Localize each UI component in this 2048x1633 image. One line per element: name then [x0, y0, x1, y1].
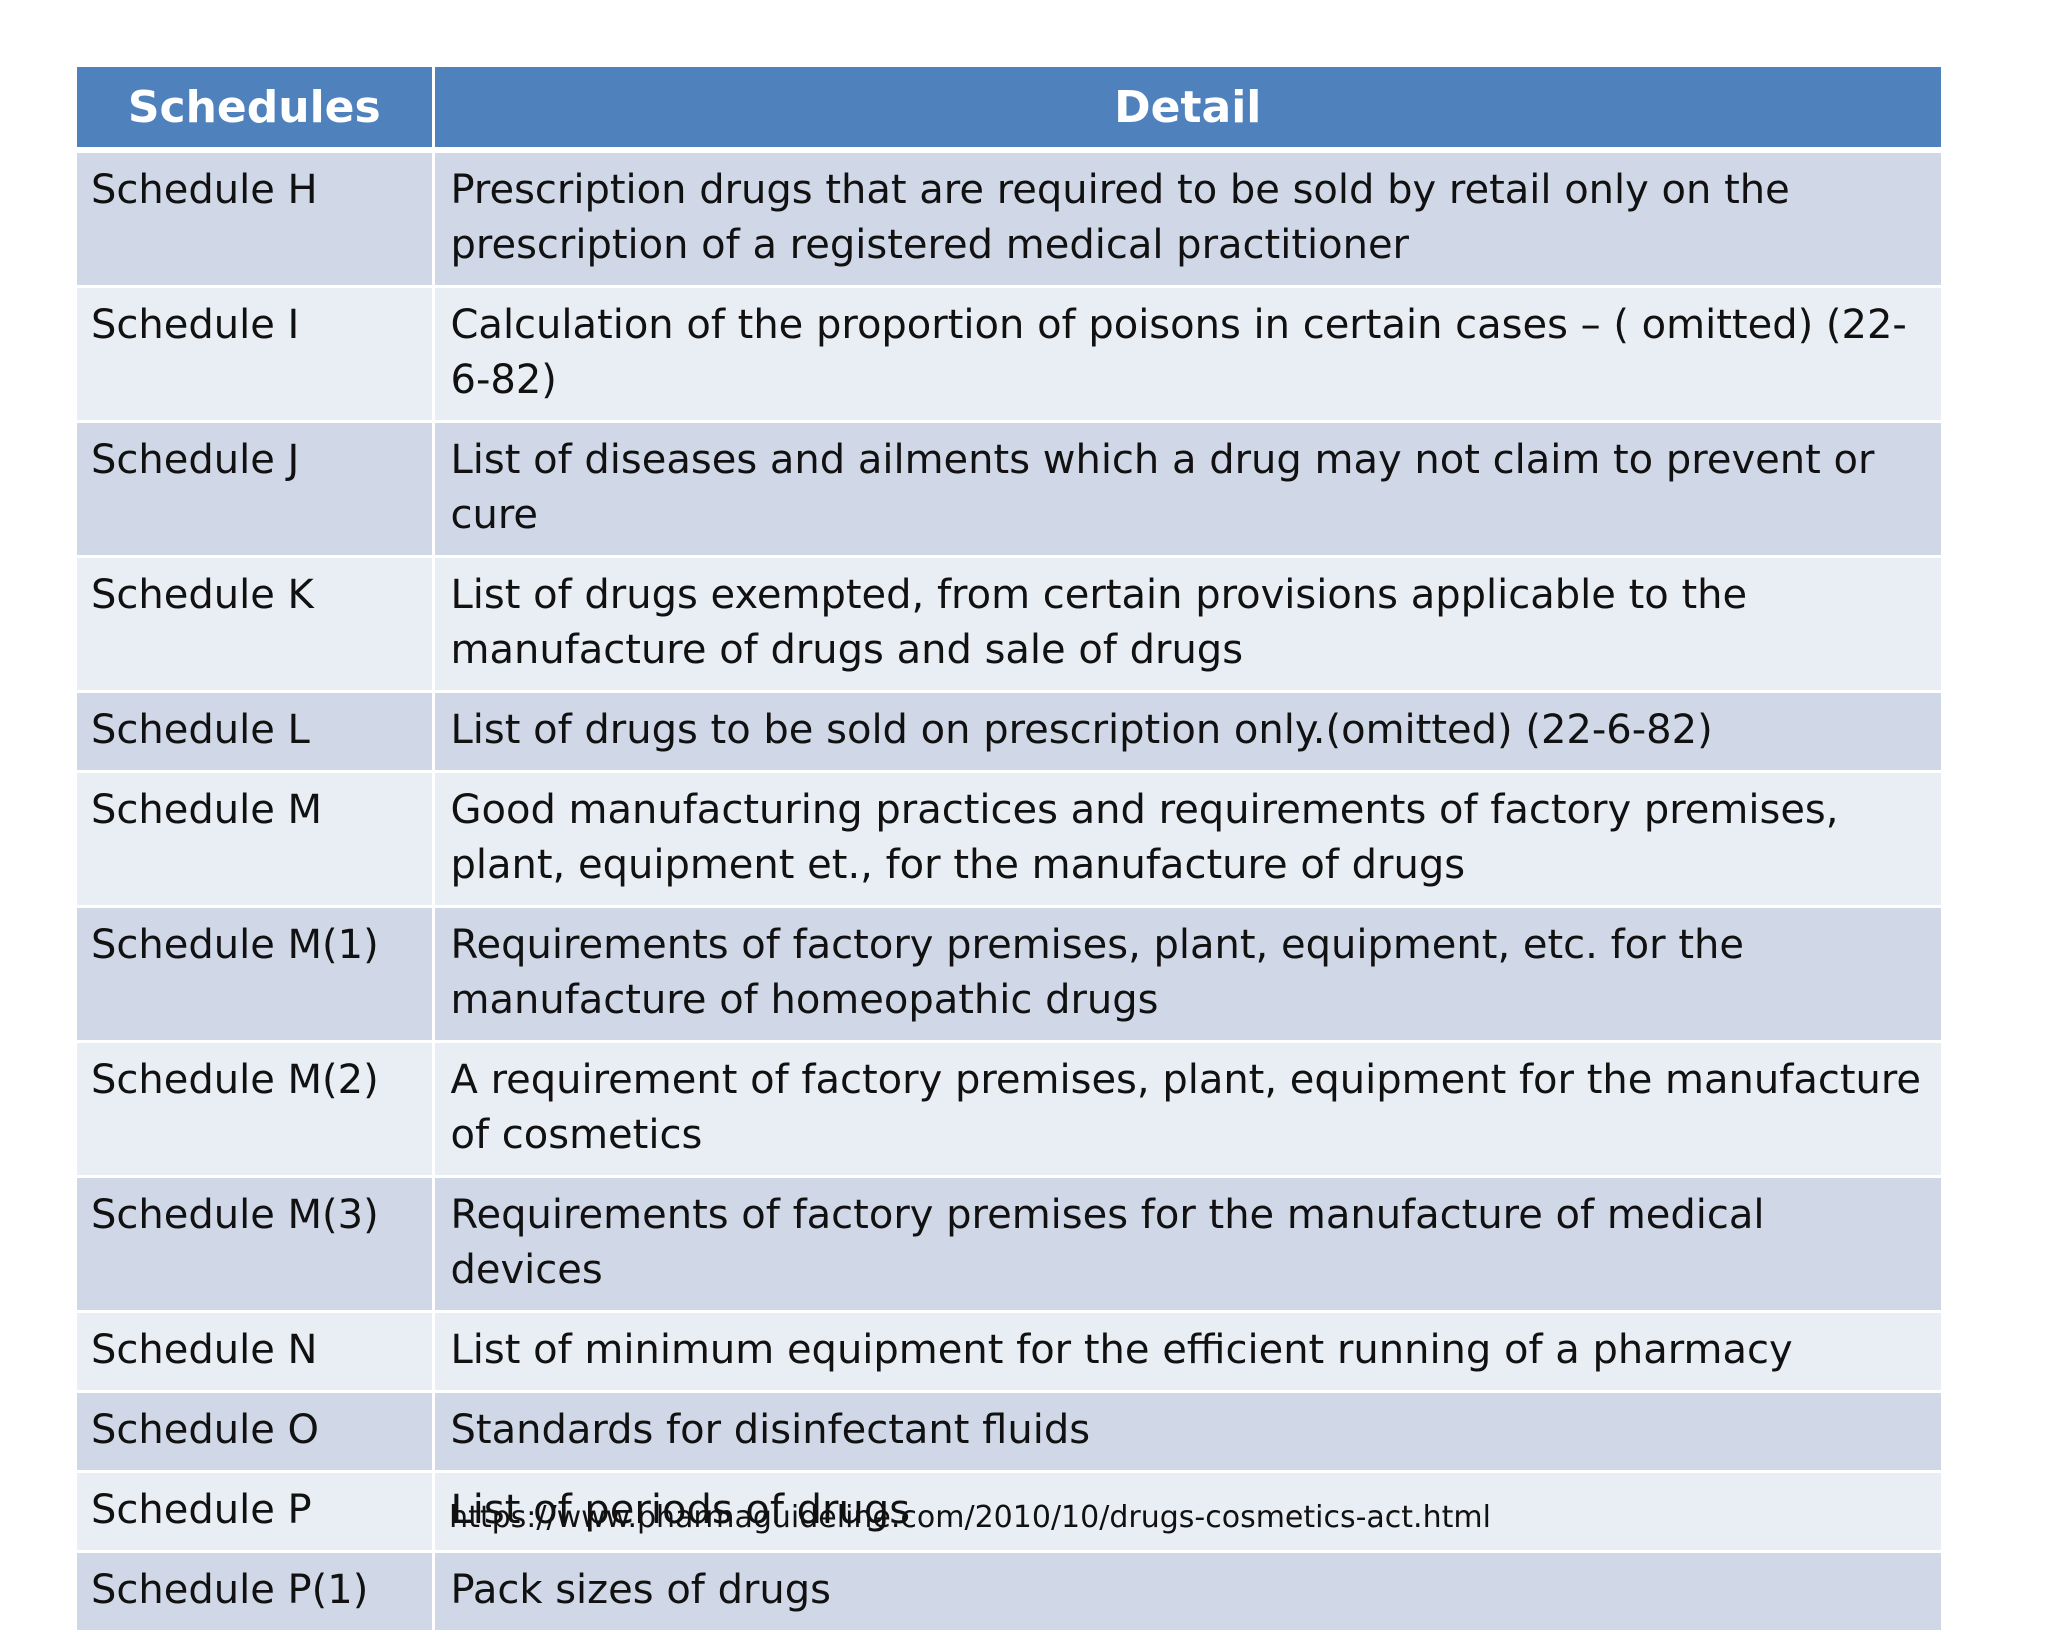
schedule-cell: Schedule N	[77, 1311, 435, 1393]
detail-cell: List of drugs exempted, from certain pro…	[433, 556, 1941, 693]
detail-cell: List of drugs to be sold on prescription…	[433, 691, 1941, 773]
table-row: Schedule M(3) Requirements of factory pr…	[77, 1176, 1941, 1313]
table-row: Schedule P(1) Pack sizes of drugs	[77, 1551, 1941, 1633]
table-row: Schedule H Prescription drugs that are r…	[77, 150, 1941, 288]
table-row: Schedule I Calculation of the proportion…	[77, 286, 1941, 423]
table-row: Schedule M Good manufacturing practices …	[77, 771, 1941, 908]
schedule-cell: Schedule O	[77, 1391, 435, 1473]
schedule-cell: Schedule H	[77, 150, 435, 288]
detail-cell: List of diseases and ailments which a dr…	[433, 421, 1941, 558]
table-row: Schedule L List of drugs to be sold on p…	[77, 691, 1941, 773]
header-schedules: Schedules	[77, 67, 435, 153]
table-row: Schedule M(2) A requirement of factory p…	[77, 1041, 1941, 1178]
detail-cell: Requirements of factory premises for the…	[433, 1176, 1941, 1313]
table-header-row: Schedules Detail	[77, 67, 1941, 153]
schedules-table: Schedules Detail Schedule H Prescription…	[77, 67, 1941, 1633]
schedule-cell: Schedule P(1)	[77, 1551, 435, 1633]
schedule-cell: Schedule M(3)	[77, 1176, 435, 1313]
table-row: Schedule K List of drugs exempted, from …	[77, 556, 1941, 693]
header-detail: Detail	[433, 67, 1941, 153]
detail-cell: Standards for disinfectant fluids	[433, 1391, 1941, 1473]
schedules-table-container: Schedules Detail Schedule H Prescription…	[77, 67, 1941, 1633]
detail-cell: Prescription drugs that are required to …	[433, 150, 1941, 288]
detail-cell: List of minimum equipment for the effici…	[433, 1311, 1941, 1393]
detail-cell: A requirement of factory premises, plant…	[433, 1041, 1941, 1178]
detail-cell: Requirements of factory premises, plant,…	[433, 906, 1941, 1043]
schedule-cell: Schedule L	[77, 691, 435, 773]
table-row: Schedule J List of diseases and ailments…	[77, 421, 1941, 558]
detail-cell: Calculation of the proportion of poisons…	[433, 286, 1941, 423]
schedule-cell: Schedule M(2)	[77, 1041, 435, 1178]
schedule-cell: Schedule M	[77, 771, 435, 908]
schedule-cell: Schedule K	[77, 556, 435, 693]
table-row: Schedule M(1) Requirements of factory pr…	[77, 906, 1941, 1043]
detail-cell: Pack sizes of drugs	[433, 1551, 1941, 1633]
schedule-cell: Schedule I	[77, 286, 435, 423]
source-url: https://www.pharmaguideline.com/2010/10/…	[449, 1500, 1491, 1535]
detail-cell: Good manufacturing practices and require…	[433, 771, 1941, 908]
schedule-cell: Schedule J	[77, 421, 435, 558]
schedule-cell: Schedule M(1)	[77, 906, 435, 1043]
table-row: Schedule O Standards for disinfectant fl…	[77, 1391, 1941, 1473]
table-row: Schedule N List of minimum equipment for…	[77, 1311, 1941, 1393]
